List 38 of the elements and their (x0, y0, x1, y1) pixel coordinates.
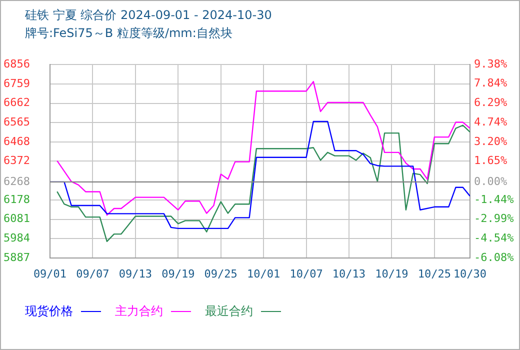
y2-tick-label: -1.44% (474, 192, 514, 206)
x-tick-label: 10/01 (246, 267, 280, 280)
y2-tick-label: -2.99% (474, 212, 514, 226)
y2-tick-label: -4.54% (474, 232, 514, 245)
legend-label: 主力合约 (115, 303, 164, 320)
y-tick-label: 6081 (4, 212, 30, 226)
y-tick-label: 6372 (4, 154, 30, 168)
x-tick-label: 09/19 (162, 267, 195, 280)
x-tick-label: 10/30 (453, 267, 487, 280)
chart-title: 硅铁 宁夏 综合价 2024-09-01 - 2024-10-30 (25, 7, 272, 24)
chart-subtitle: 牌号:FeSi75～B 粒度等级/mm:自然块 (25, 25, 232, 42)
y-tick-label: 6468 (4, 134, 30, 148)
x-tick-label: 09/25 (204, 267, 238, 280)
y-tick-label: 5887 (4, 250, 30, 264)
y-tick-label: 6856 (4, 57, 30, 70)
y-tick-label: 5984 (4, 232, 30, 244)
y2-tick-label: 4.74% (474, 116, 508, 129)
legend-label: 现货价格 (25, 303, 74, 320)
y-tick-label: 6178 (4, 192, 30, 206)
y-tick-label: 6268 (4, 174, 30, 188)
y2-tick-label: 7.84% (474, 76, 508, 90)
x-tick-label: 10/07 (290, 267, 323, 280)
x-tick-label: 09/07 (76, 267, 110, 280)
y2-tick-label: 1.65% (474, 154, 508, 168)
y2-tick-label: 0.00% (474, 174, 508, 188)
x-tick-label: 10/13 (332, 267, 366, 280)
x-tick-label: 10/25 (418, 267, 451, 280)
y2-tick-label: 3.20% (474, 134, 508, 148)
y-tick-label: 6565 (4, 116, 30, 129)
x-tick-label: 10/19 (375, 267, 408, 280)
y2-tick-label: -6.08% (474, 250, 514, 264)
y2-tick-label: 6.29% (474, 96, 508, 110)
x-tick-label: 09/01 (33, 267, 67, 280)
y-tick-label: 6759 (4, 76, 30, 90)
x-tick-label: 09/13 (118, 267, 152, 280)
y2-tick-label: 9.38% (474, 57, 508, 70)
legend-label: 最近合约 (205, 303, 254, 320)
y-tick-label: 6662 (4, 96, 30, 110)
